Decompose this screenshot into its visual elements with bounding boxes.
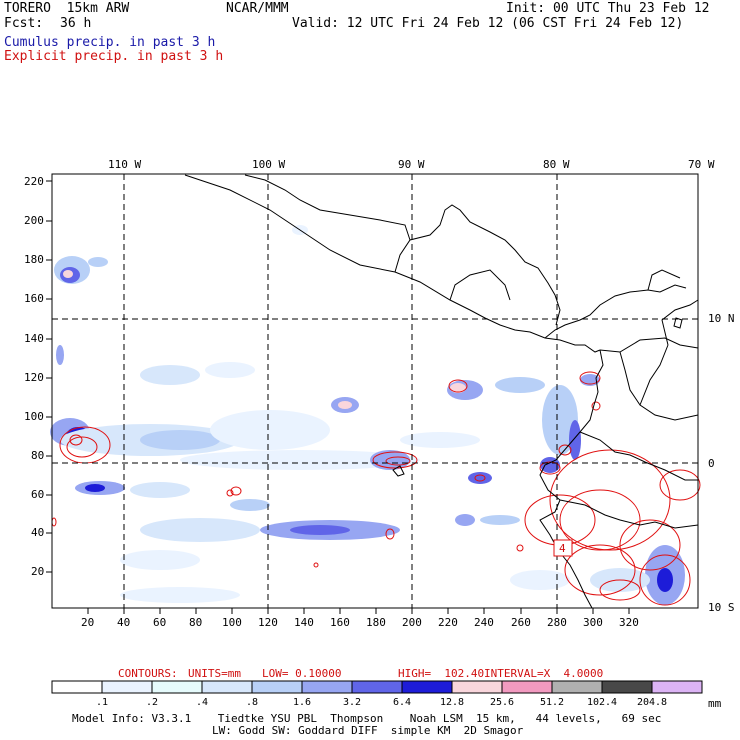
colorbar-label: 12.8 — [439, 697, 465, 708]
x-tick: 20 — [81, 616, 95, 629]
init-time: Init: 00 UTC Thu 23 Feb 12 — [506, 1, 710, 16]
lon-label-80w: 80 W — [543, 158, 570, 171]
max-marker-label: 4 — [559, 542, 566, 555]
colorbar-label: 3.2 — [342, 697, 362, 708]
y-tick: 100 — [24, 410, 44, 423]
colorbar-label: .4 — [195, 697, 209, 708]
x-tick: 220 — [438, 616, 458, 629]
x-tick: 60 — [153, 616, 167, 629]
colorbar-label: 1.6 — [292, 697, 312, 708]
x-tick: 280 — [547, 616, 567, 629]
model-title: TORERO 15km ARW — [4, 1, 130, 16]
lon-label-110w: 110 W — [108, 158, 142, 171]
forecast-hours: 36 h — [60, 16, 92, 31]
y-tick: 60 — [31, 488, 45, 501]
y-tick: 180 — [24, 253, 44, 266]
lat-label-10n: 10 N — [708, 312, 735, 325]
x-tick: 140 — [294, 616, 314, 629]
x-tick: 240 — [474, 616, 494, 629]
plot-frame — [51, 173, 699, 609]
x-tick: 120 — [258, 616, 278, 629]
lat-label-10s: 10 S — [708, 601, 735, 614]
coastlines — [184, 174, 699, 609]
colorbar-label: 204.8 — [636, 697, 668, 708]
colorbar-unit: mm — [708, 697, 722, 710]
x-tick: 100 — [222, 616, 242, 629]
explicit-precip-contours — [51, 371, 701, 606]
y-tick: 20 — [31, 565, 45, 578]
x-tick: 40 — [117, 616, 131, 629]
valid-time: Valid: 12 UTC Fri 24 Feb 12 (06 CST Fri … — [292, 16, 684, 31]
contours-title: CONTOURS: — [118, 667, 178, 680]
contours-units: UNITS=mm — [188, 667, 241, 680]
colorbar-label: 25.6 — [489, 697, 515, 708]
legend-cumulus: Cumulus precip. in past 3 h — [4, 35, 216, 50]
x-tick: 80 — [189, 616, 203, 629]
model-info: Model Info: V3.3.1 Tiedtke YSU PBL Thomp… — [72, 712, 662, 725]
y-tick: 120 — [24, 371, 44, 384]
colorbar-label: 6.4 — [392, 697, 412, 708]
x-tick: 160 — [330, 616, 350, 629]
axis-ticks — [46, 180, 630, 614]
colorbar-label: .2 — [145, 697, 159, 708]
lat-lon-grid — [52, 174, 698, 608]
y-tick: 40 — [31, 526, 45, 539]
model-physics: LW: Godd SW: Goddard DIFF simple KM 2D S… — [212, 724, 524, 737]
contours-interval: INTERVAL=X 4.0000 — [484, 667, 604, 680]
lon-label-100w: 100 W — [252, 158, 286, 171]
cumulus-precip-areas — [50, 225, 685, 605]
colorbar-label: 102.4 — [586, 697, 618, 708]
lon-label-70w: 70 W — [688, 158, 715, 171]
colorbar-label: .8 — [245, 697, 259, 708]
x-tick: 300 — [583, 616, 603, 629]
x-tick: 260 — [511, 616, 531, 629]
legend-explicit: Explicit precip. in past 3 h — [4, 49, 224, 64]
lon-label-90w: 90 W — [398, 158, 425, 171]
x-tick: 180 — [366, 616, 386, 629]
x-tick: 320 — [619, 616, 639, 629]
y-tick: 140 — [24, 332, 44, 345]
y-tick: 80 — [31, 449, 45, 462]
colorbar-label: .1 — [95, 697, 109, 708]
forecast-label: Fcst: — [4, 16, 44, 31]
contours-high: HIGH= 102.40 — [398, 667, 485, 680]
y-tick: 200 — [24, 214, 44, 227]
max-marker-box — [553, 539, 573, 557]
colorbar-label: 51.2 — [539, 697, 565, 708]
organization-label: NCAR/MMM — [226, 1, 289, 16]
lat-label-0: 0 — [708, 457, 715, 470]
contours-low: LOW= 0.10000 — [262, 667, 342, 680]
y-tick: 220 — [24, 175, 44, 188]
x-tick: 200 — [402, 616, 422, 629]
y-tick: 160 — [24, 292, 44, 305]
